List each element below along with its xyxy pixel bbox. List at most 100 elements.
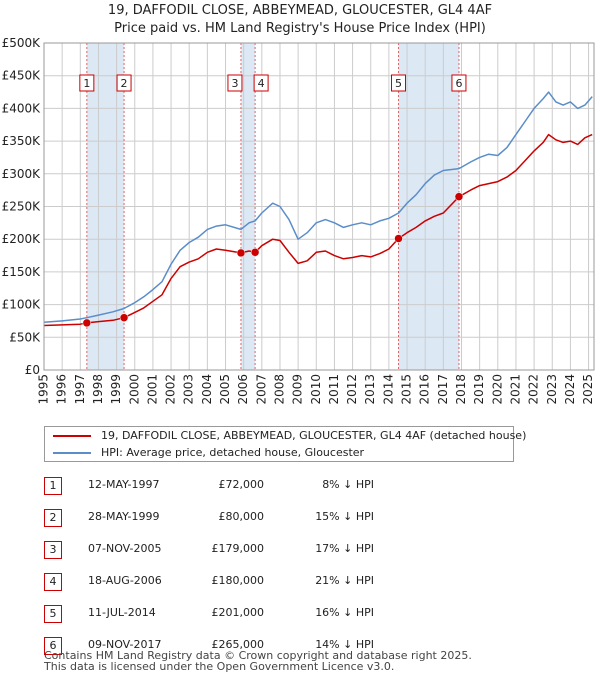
sale-hpi-diff: 15% ↓ HPI — [315, 510, 374, 523]
sale-date: 11-JUL-2014 — [88, 606, 156, 619]
sale-number-badge: 5 — [44, 605, 62, 623]
sale-date: 07-NOV-2005 — [88, 542, 162, 555]
price-chart: 19, DAFFODIL CLOSE, ABBEYMEAD, GLOUCESTE… — [2, 3, 595, 405]
sale-label-text: 2 — [121, 77, 128, 90]
x-tick-label: 2016 — [418, 374, 432, 405]
x-tick-label: 2022 — [527, 374, 541, 405]
sale-date: 12-MAY-1997 — [88, 478, 160, 491]
x-tick-label: 2025 — [581, 374, 595, 405]
sale-label-box — [79, 74, 95, 92]
y-tick-label: £0 — [25, 363, 40, 377]
x-tick-label: 2004 — [200, 374, 214, 405]
hpi-line — [43, 91, 593, 324]
x-tick-label: 1999 — [109, 374, 123, 405]
x-tick-label: 2006 — [236, 374, 250, 405]
property-price-line — [43, 133, 593, 327]
y-tick-label: £300K — [2, 167, 42, 181]
sale-labels: 1 2 3 4 5 6 — [79, 74, 467, 92]
y-tick-label: £50K — [9, 330, 41, 344]
x-tick-label: 2012 — [345, 374, 359, 405]
sale-row: 6 09-NOV-2017 £265,000 14% ↓ HPI — [44, 632, 424, 664]
x-tick-label: 2009 — [291, 374, 305, 405]
sale-point — [454, 192, 464, 201]
sale-label-box — [451, 74, 467, 92]
x-tick-label: 1998 — [91, 374, 105, 405]
sale-hpi-diff: 17% ↓ HPI — [315, 542, 374, 555]
sale-label-box — [116, 74, 132, 92]
sale-label-box — [227, 74, 243, 92]
x-tick-label: 2024 — [563, 374, 577, 405]
sale-label-text: 6 — [455, 77, 462, 90]
series-lines — [43, 91, 593, 327]
sale-label-text: 4 — [258, 77, 265, 90]
y-tick-label: £500K — [2, 36, 42, 50]
sale-price: £265,000 — [211, 638, 265, 651]
legend-label-property: 19, DAFFODIL CLOSE, ABBEYMEAD, GLOUCESTE… — [101, 429, 527, 442]
x-tick-label: 2018 — [454, 374, 468, 405]
x-tick-label: 1996 — [55, 374, 69, 405]
legend-label-hpi: HPI: Average price, detached house, Glou… — [101, 446, 365, 459]
sale-row: 1 12-MAY-1997 £72,000 8% ↓ HPI — [44, 472, 424, 504]
x-tick-label: 1995 — [37, 374, 51, 405]
sale-number-badge: 6 — [44, 637, 62, 655]
sale-row: 5 11-JUL-2014 £201,000 16% ↓ HPI — [44, 600, 424, 632]
sale-hpi-diff: 16% ↓ HPI — [315, 606, 374, 619]
x-tick-label: 2013 — [363, 374, 377, 405]
sale-point — [394, 234, 403, 243]
sale-price: £179,000 — [211, 542, 265, 555]
x-tick-label: 2021 — [508, 374, 522, 405]
sale-number-badge: 2 — [44, 509, 62, 527]
x-tick-label: 2019 — [472, 374, 486, 405]
y-tick-label: £450K — [2, 69, 42, 83]
sale-label-box — [391, 74, 407, 92]
sale-points — [82, 192, 464, 328]
chart-title: 19, DAFFODIL CLOSE, ABBEYMEAD, GLOUCESTE… — [108, 3, 492, 18]
sale-date: 28-MAY-1999 — [88, 510, 160, 523]
sale-hpi-diff: 21% ↓ HPI — [315, 574, 374, 587]
sale-row: 3 07-NOV-2005 £179,000 17% ↓ HPI — [44, 536, 424, 568]
x-tick-label: 2010 — [309, 374, 323, 405]
x-tick-label: 2014 — [381, 374, 395, 405]
sale-hpi-diff: 14% ↓ HPI — [315, 638, 374, 651]
y-tick-label: £350K — [2, 134, 42, 148]
x-tick-label: 2017 — [436, 374, 450, 405]
sale-point — [82, 318, 92, 328]
x-tick-label: 2003 — [182, 374, 196, 405]
chart-subtitle: Price paid vs. HM Land Registry's House … — [114, 21, 486, 36]
y-tick-label: £200K — [2, 232, 42, 246]
y-tick-label: £150K — [2, 265, 42, 279]
footer-copyright: Contains HM Land Registry data © Crown c… — [44, 649, 472, 662]
x-tick-label: 2000 — [127, 374, 141, 405]
x-tick-label: 2002 — [164, 374, 178, 405]
sale-point — [250, 248, 260, 257]
sale-price: £180,000 — [211, 574, 265, 587]
sale-row: 4 18-AUG-2006 £180,000 21% ↓ HPI — [44, 568, 424, 600]
x-tick-label: 1997 — [73, 374, 87, 405]
sale-date: 18-AUG-2006 — [88, 574, 162, 587]
sale-label-box — [253, 74, 269, 92]
legend-swatch-property — [53, 435, 91, 437]
sale-price: £72,000 — [218, 478, 265, 491]
sales-table: 1 12-MAY-1997 £72,000 8% ↓ HPI 2 28-MAY-… — [44, 472, 424, 664]
sale-point — [236, 248, 246, 258]
x-tick-label: 2008 — [272, 374, 286, 405]
x-tick-label: 2007 — [254, 374, 268, 405]
sale-hpi-diff: 8% ↓ HPI — [322, 478, 374, 491]
x-tick-label: 2001 — [145, 374, 159, 405]
sale-label-text: 5 — [395, 77, 402, 90]
sale-label-text: 3 — [231, 77, 238, 90]
y-tick-label: £250K — [2, 200, 42, 214]
sale-number-badge: 1 — [44, 477, 62, 495]
sale-label-text: 1 — [83, 77, 90, 90]
x-tick-label: 2023 — [545, 374, 559, 405]
plot-border — [43, 42, 595, 371]
x-tick-label: 2005 — [218, 374, 232, 405]
x-tick-label: 2011 — [327, 374, 341, 405]
sale-row: 2 28-MAY-1999 £80,000 15% ↓ HPI — [44, 504, 424, 536]
sale-date: 09-NOV-2017 — [88, 638, 162, 651]
sale-number-badge: 4 — [44, 573, 62, 591]
legend: 19, DAFFODIL CLOSE, ABBEYMEAD, GLOUCESTE… — [44, 426, 526, 462]
footer-licence: This data is licensed under the Open Gov… — [44, 660, 395, 673]
x-tick-label: 2015 — [400, 374, 414, 405]
sale-number-badge: 3 — [44, 541, 62, 559]
